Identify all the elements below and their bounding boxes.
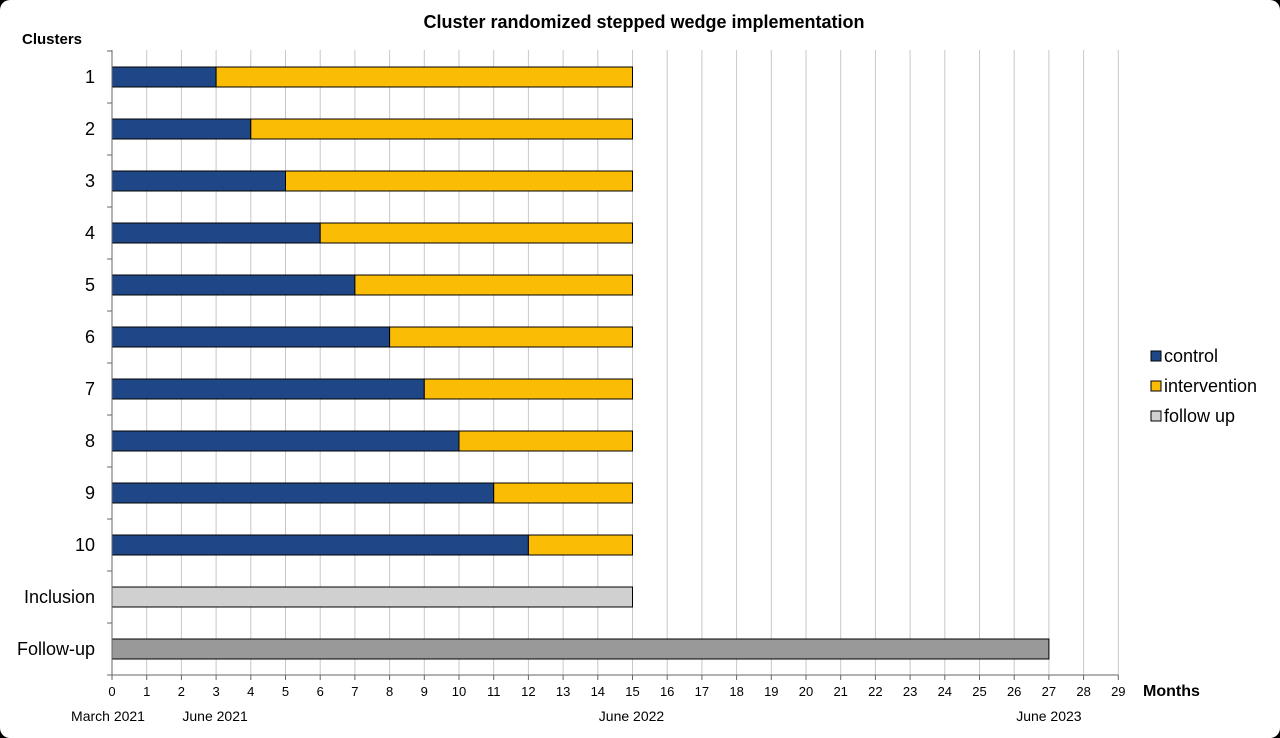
bars: [111, 66, 1050, 660]
bar-intervention-6: [389, 326, 633, 348]
category-label: 10: [75, 535, 95, 555]
bar-intervention-10: [527, 534, 634, 556]
x-tick-label: 19: [764, 684, 778, 699]
x-tick-label: 12: [521, 684, 535, 699]
bar-control-4: [111, 222, 321, 244]
x-tick-label: 8: [386, 684, 393, 699]
bar-follow-up: [111, 638, 1050, 660]
bar-follow-up-Inclusion: [111, 586, 633, 608]
x-tick-label: 1: [143, 684, 150, 699]
bar-intervention-5: [354, 274, 633, 296]
x-tick-label: 7: [351, 684, 358, 699]
bar-control-8: [111, 430, 460, 452]
bar-intervention-7: [423, 378, 633, 400]
bar-control-6: [111, 326, 391, 348]
category-label: 4: [85, 223, 95, 243]
date-annotation: March 2021: [71, 708, 145, 724]
x-tick-label: 2: [178, 684, 185, 699]
x-tick-label: 22: [868, 684, 882, 699]
x-tick-label: 28: [1076, 684, 1090, 699]
bar-intervention-2: [250, 118, 634, 140]
x-tick-label: 13: [556, 684, 570, 699]
bar-intervention-3: [285, 170, 633, 192]
x-tick-label: 25: [972, 684, 986, 699]
x-tick-label: 29: [1111, 684, 1125, 699]
gridlines: [146, 50, 1119, 675]
x-axis-title: Months: [1143, 683, 1200, 700]
x-tick-label: 17: [695, 684, 709, 699]
category-label: Follow-up: [17, 639, 95, 659]
bar-control-5: [111, 274, 356, 296]
x-tick-label: 27: [1042, 684, 1056, 699]
x-tick-label: 21: [833, 684, 847, 699]
x-tick-label: 24: [938, 684, 952, 699]
category-labels: 1 2 3 4 5 6 7 8 9 10 Inclusion Follow-up: [17, 67, 95, 659]
chart-title: Cluster randomized stepped wedge impleme…: [423, 12, 864, 32]
date-annotation: June 2022: [599, 708, 665, 724]
bar-control-3: [111, 170, 286, 192]
legend-swatch-control: [1150, 350, 1162, 362]
bar-intervention-4: [319, 222, 633, 244]
bar-intervention-1: [215, 66, 633, 88]
bar-control-2: [111, 118, 252, 140]
bar-control-7: [111, 378, 425, 400]
x-tick-label: 26: [1007, 684, 1021, 699]
x-tick-label: 18: [729, 684, 743, 699]
bar-intervention-9: [493, 482, 634, 504]
x-tick-label: 20: [799, 684, 813, 699]
x-tick-label: 0: [108, 684, 115, 699]
date-annotation: June 2021: [182, 708, 248, 724]
category-label: 9: [85, 483, 95, 503]
date-annotations: March 2021 June 2021 June 2022 June 2023: [71, 708, 1082, 724]
bar-control-1: [111, 66, 217, 88]
x-tick-label: 16: [660, 684, 674, 699]
category-label: 6: [85, 327, 95, 347]
x-tick-labels: 0 1 2 3 4 5 6 7 8 9 10 11 12 13 14 15 16 17 18 19 20 21 22 23 24…: [108, 684, 1125, 699]
legend-swatch-follow-up: [1150, 410, 1162, 422]
x-tick-label: 10: [452, 684, 466, 699]
x-tick-label: 4: [247, 684, 254, 699]
category-label: 7: [85, 379, 95, 399]
y-axis-title: Clusters: [22, 31, 82, 48]
legend-label-control: control: [1164, 346, 1218, 366]
x-tick-label: 15: [625, 684, 639, 699]
bar-control-10: [111, 534, 529, 556]
date-annotation: June 2023: [1016, 708, 1082, 724]
bar-intervention-8: [458, 430, 633, 452]
axes: [107, 50, 1119, 680]
bar-control-9: [111, 482, 495, 504]
x-tick-label: 23: [903, 684, 917, 699]
category-label: 5: [85, 275, 95, 295]
x-tick-label: 9: [421, 684, 428, 699]
x-tick-label: 11: [487, 684, 501, 699]
category-label: 8: [85, 431, 95, 451]
x-tick-label: 5: [282, 684, 289, 699]
x-tick-label: 6: [317, 684, 324, 699]
x-tick-label: 14: [591, 684, 605, 699]
category-label: 2: [85, 119, 95, 139]
legend-swatch-intervention: [1150, 380, 1162, 392]
legend: control intervention follow up: [1150, 346, 1257, 426]
x-tick-label: 3: [212, 684, 219, 699]
category-label: 1: [85, 67, 95, 87]
category-label: Inclusion: [24, 587, 95, 607]
category-label: 3: [85, 171, 95, 191]
legend-label-follow-up: follow up: [1164, 406, 1235, 426]
legend-label-intervention: intervention: [1164, 376, 1257, 396]
